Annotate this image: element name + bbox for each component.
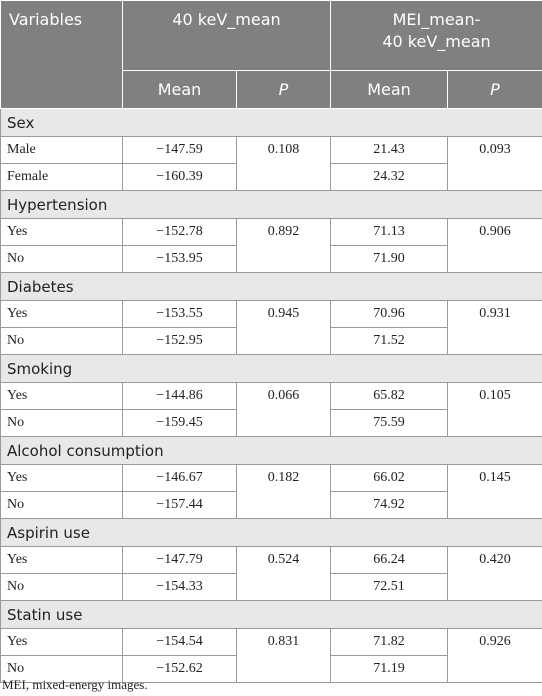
data-row: Female −160.39 24.32 — [0, 163, 542, 191]
mean-40kev: −146.67 — [122, 464, 237, 492]
p-value: 0.066 — [236, 382, 331, 437]
mean-mei: 65.82 — [330, 382, 448, 410]
row-label: Yes — [0, 300, 123, 328]
mean-mei: 72.51 — [330, 573, 448, 601]
p-value: 0.931 — [447, 300, 542, 355]
data-row: No −157.44 74.92 — [0, 491, 542, 519]
data-row: Yes −144.86 0.066 65.82 0.105 — [0, 382, 542, 437]
data-row: No −152.95 71.52 — [0, 327, 542, 355]
p-value: 0.145 — [447, 464, 542, 519]
mean-mei: 66.02 — [330, 464, 448, 492]
mean-40kev: −152.95 — [122, 327, 237, 355]
header-cell: MEI_mean- 40 keV_mean — [330, 0, 542, 71]
data-row: Yes −147.79 0.524 66.24 0.420 — [0, 546, 542, 601]
mean-40kev: −159.45 — [122, 409, 237, 437]
table-body: Sex Male −147.59 0.108 21.43 0.093 Female −160.… — [0, 108, 542, 683]
p-value: 0.831 — [236, 628, 331, 683]
p-value: 0.945 — [236, 300, 331, 355]
mean-mei: 74.92 — [330, 491, 448, 519]
section-row: Sex — [0, 108, 542, 137]
row-label: Female — [0, 163, 123, 191]
row-label: Yes — [0, 382, 123, 410]
mean-40kev: −160.39 — [122, 163, 237, 191]
mean-mei: 66.24 — [330, 546, 448, 574]
p-value: 0.524 — [236, 546, 331, 601]
p-value: 0.892 — [236, 218, 331, 273]
p-value: 0.093 — [447, 136, 542, 191]
p-value: 0.182 — [236, 464, 331, 519]
header-cell: 40 keV_mean — [122, 0, 331, 71]
mean-mei: 21.43 — [330, 136, 448, 164]
mean-40kev: −144.86 — [122, 382, 237, 410]
p-value: 0.108 — [236, 136, 331, 191]
mean-mei: 24.32 — [330, 163, 448, 191]
header-text: P — [278, 80, 289, 99]
header-cell: P — [447, 70, 542, 109]
section-row: Diabetes — [0, 272, 542, 301]
section-label: Sex — [0, 108, 542, 137]
p-value: 0.906 — [447, 218, 542, 273]
row-label: Yes — [0, 546, 123, 574]
header-cell: Mean — [330, 70, 448, 109]
mean-40kev: −152.62 — [122, 655, 237, 683]
section-row: Alcohol consumption — [0, 436, 542, 465]
mean-40kev: −154.54 — [122, 628, 237, 656]
header-cell: P — [236, 70, 331, 109]
row-label: No — [0, 409, 123, 437]
mean-40kev: −152.78 — [122, 218, 237, 246]
mean-mei: 71.90 — [330, 245, 448, 273]
mean-40kev: −154.33 — [122, 573, 237, 601]
footnote: MEI, mixed-energy images. — [2, 677, 148, 692]
row-label: Yes — [0, 464, 123, 492]
row-label: Yes — [0, 628, 123, 656]
data-row: Male −147.59 0.108 21.43 0.093 — [0, 136, 542, 191]
data-row: Yes −154.54 0.831 71.82 0.926 — [0, 628, 542, 683]
mean-mei: 71.13 — [330, 218, 448, 246]
section-label: Smoking — [0, 354, 542, 383]
data-row: No −152.62 71.19 — [0, 655, 542, 683]
section-label: Alcohol consumption — [0, 436, 542, 465]
section-row: Aspirin use — [0, 518, 542, 547]
mean-mei: 71.82 — [330, 628, 448, 656]
mean-mei: 70.96 — [330, 300, 448, 328]
row-label: No — [0, 327, 123, 355]
header-text: P — [490, 80, 500, 99]
p-value: 0.926 — [447, 628, 542, 683]
header-cell: Mean — [122, 70, 237, 109]
mean-40kev: −153.95 — [122, 245, 237, 273]
section-row: Hypertension — [0, 190, 542, 219]
mean-40kev: −157.44 — [122, 491, 237, 519]
mean-40kev: −153.55 — [122, 300, 237, 328]
row-label: No — [0, 491, 123, 519]
header-line: MEI_mean- — [392, 10, 481, 29]
row-label: No — [0, 245, 123, 273]
row-label: Yes — [0, 218, 123, 246]
data-row: No −154.33 72.51 — [0, 573, 542, 601]
mean-mei: 71.19 — [330, 655, 448, 683]
data-row: No −153.95 71.90 — [0, 245, 542, 273]
section-label: Aspirin use — [0, 518, 542, 547]
p-value: 0.420 — [447, 546, 542, 601]
header-line: 40 keV_mean — [382, 32, 491, 51]
section-label: Statin use — [0, 600, 542, 629]
data-row: No −159.45 75.59 — [0, 409, 542, 437]
mean-40kev: −147.59 — [122, 136, 237, 164]
p-value: 0.105 — [447, 382, 542, 437]
data-row: Yes −146.67 0.182 66.02 0.145 — [0, 464, 542, 519]
section-row: Statin use — [0, 600, 542, 629]
mean-40kev: −147.79 — [122, 546, 237, 574]
row-label: No — [0, 573, 123, 601]
section-label: Hypertension — [0, 190, 542, 219]
row-label: No — [0, 655, 123, 683]
header-cell: Variables — [0, 0, 123, 109]
section-label: Diabetes — [0, 272, 542, 301]
mean-mei: 71.52 — [330, 327, 448, 355]
data-row: Yes −152.78 0.892 71.13 0.906 — [0, 218, 542, 273]
mean-mei: 75.59 — [330, 409, 448, 437]
row-label: Male — [0, 136, 123, 164]
section-row: Smoking — [0, 354, 542, 383]
data-row: Yes −153.55 0.945 70.96 0.931 — [0, 300, 542, 355]
